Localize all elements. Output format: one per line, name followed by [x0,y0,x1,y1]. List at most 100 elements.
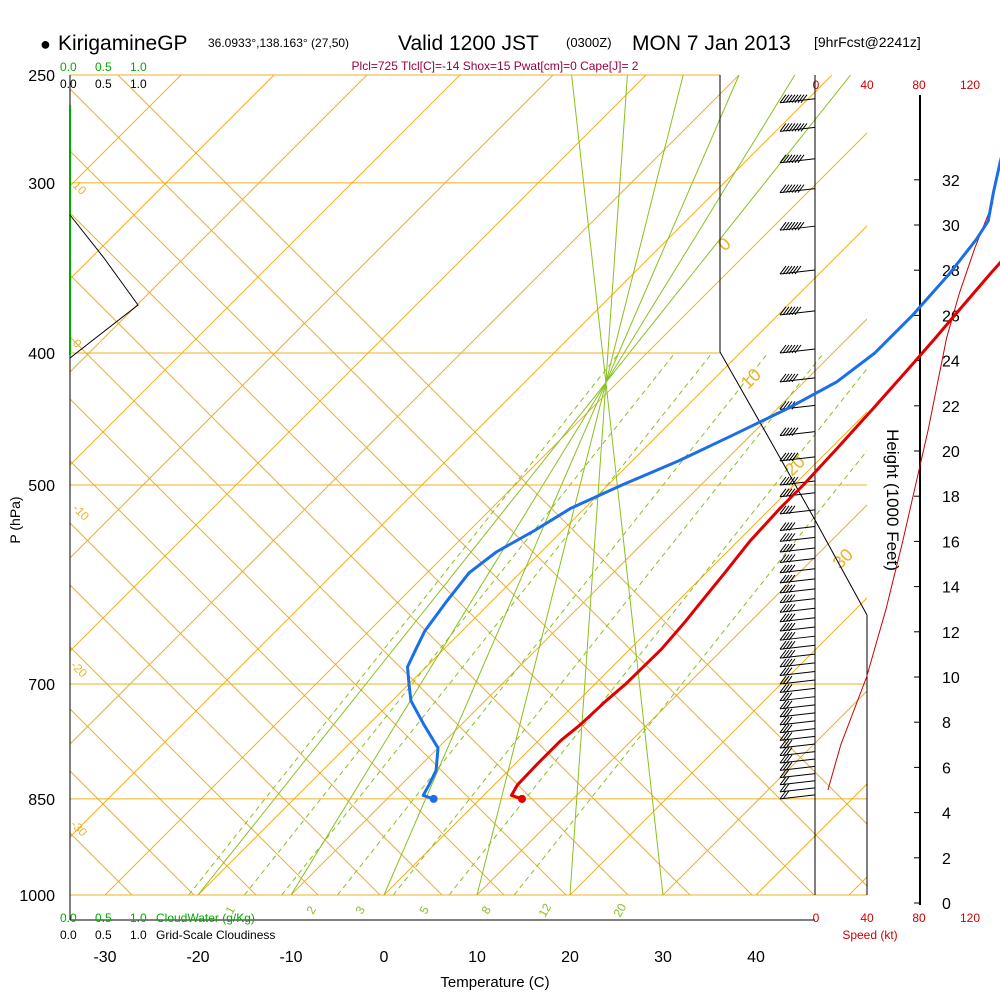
wind-barb [779,184,816,194]
wind-barb [779,505,816,515]
barb-flag [788,344,796,354]
bottom-speed-scale: 0 40 80 120 Speed (kt) [813,911,981,942]
barb-flag [800,123,808,132]
barb-flag [785,724,793,733]
pressure-tick-label: 850 [28,792,55,809]
barb-flag [779,265,787,275]
barb-staff [779,720,816,726]
isotherm-label-right: 30 [829,545,857,573]
barb-flag [785,603,793,613]
barb-flag [779,739,787,749]
barb-staff [779,644,816,650]
barb-flag [797,154,805,164]
bottom-cloudiness-tick: 0.0 [60,928,77,942]
barb-flag [785,692,793,701]
barb-flag [782,708,790,718]
barb-staff [779,98,816,104]
barb-flag [785,594,793,603]
barb-flag [779,554,787,563]
chart-header: ● KirigamineGP 36.0933°,138.163° (27,50)… [40,32,921,55]
barb-staff [779,568,816,574]
barb-flag [782,675,790,685]
barb-flag [782,622,790,632]
barb-flag [782,344,790,354]
isotherm-labels: 10 0 -10 -20 -30 [68,178,92,839]
barb-flag [779,769,787,778]
barb-staff [779,617,816,623]
barb-flag [782,594,790,603]
barb-flag [791,94,799,104]
bottom-speed-tick: 0 [813,911,820,925]
wind-barb [779,574,816,584]
barb-flag [779,505,787,515]
barb-flag [779,522,787,531]
barb-staff [779,735,816,741]
barb-staff [779,671,816,677]
height-tick-label: 10 [942,670,960,687]
moist-adiabat-line [383,75,740,895]
barb-flag [791,476,799,486]
barb-flag [782,584,790,594]
barb-flag [779,675,787,685]
barb-flag [785,716,793,726]
dry-adiabat-line [70,584,381,895]
barb-flag [785,754,793,764]
isotherm-line [70,75,461,466]
cloudiness-profile [69,214,139,359]
cloudwater-label: CloudWater (g/Kg) [156,911,255,925]
barb-staff [779,188,816,194]
barb-flag [782,184,790,193]
mixing-ratio-line [448,367,867,895]
wind-barb [779,700,816,710]
mixing-ratio-grid [188,352,867,895]
barb-flag [791,373,799,383]
barb-flag [779,640,787,650]
top-cloudwater-tick: 1.0 [130,60,147,74]
barb-flag [788,476,796,486]
barb-flag [785,543,793,553]
barb-flag [782,574,790,584]
barb-flag [785,184,793,193]
barb-flag [785,452,793,462]
barb-flag [785,373,793,383]
barb-flag [785,762,793,771]
wind-barb [779,724,816,734]
isotherm-line [662,690,867,895]
barb-flag [782,505,790,515]
barb-staff [779,696,816,702]
barb-flag [779,584,787,594]
height-tick-label: 2 [942,851,951,868]
height-axis-label: Height (1000 Feet) [883,429,902,571]
mixing-ratio-label: 5 [416,903,432,916]
wind-barb [779,631,816,641]
isobar-grid [70,74,867,896]
barb-flag [785,221,793,231]
barb-flag [788,306,796,316]
wind-barb [779,533,816,542]
barb-staff [779,492,816,498]
height-tick-label: 6 [942,760,951,777]
x-axis-label: Temperature (C) [440,974,549,991]
barb-flag [794,344,802,354]
barb-flag [797,123,805,132]
barb-flag [782,640,790,650]
barb-flag [791,221,799,231]
pressure-tick-label: 500 [28,478,55,495]
barb-flag [779,762,787,771]
speed-label: Speed (kt) [842,928,897,942]
barb-flag [791,123,799,132]
wind-barb [779,732,816,741]
barb-staff [779,758,816,764]
barb-flag [779,154,787,164]
barb-flag [791,154,799,164]
barb-flag [788,533,796,542]
dry-adiabat-line [70,708,257,895]
barb-flag [779,452,787,462]
temperature-tick-label: 20 [561,949,579,966]
height-tick-label: 20 [942,444,960,461]
barb-staff [779,456,816,462]
barb-flag [782,564,790,574]
barb-flag [779,631,787,641]
barb-flag [779,306,787,316]
bottom-speed-tick: 40 [860,911,874,925]
